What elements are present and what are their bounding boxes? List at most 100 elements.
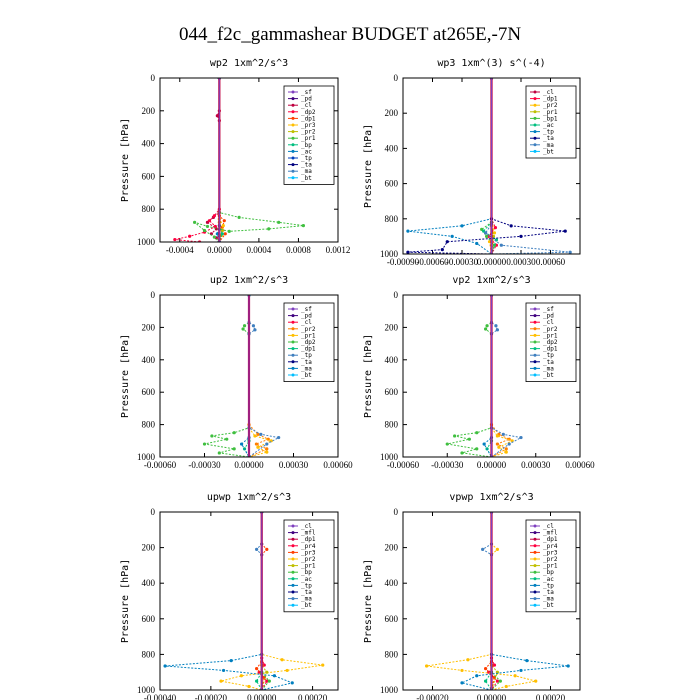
- data-point: [525, 659, 529, 663]
- legend-marker: [533, 314, 537, 318]
- legend-label: _ta: [301, 359, 312, 366]
- data-point: [406, 250, 410, 254]
- legend-label: _pr1: [301, 563, 316, 570]
- legend-marker: [533, 564, 537, 568]
- legend-marker: [533, 136, 537, 140]
- x-tick-label: -0.00030: [188, 460, 221, 470]
- series-line-tp: [165, 512, 294, 690]
- data-point: [265, 450, 269, 454]
- legend-label: _pr2: [301, 326, 316, 333]
- plot-frame: [159, 511, 339, 691]
- y-tick-label: 600: [142, 171, 156, 181]
- legend-box: [283, 85, 335, 185]
- data-point: [251, 324, 256, 328]
- data-point: [460, 451, 464, 455]
- data-point: [255, 547, 259, 551]
- legend-marker: [291, 557, 295, 561]
- data-point: [222, 219, 226, 223]
- subplot-6: vpwp 1xm^2/s^3 Pressure [hPa] 0 200 400 600 80…: [363, 492, 581, 700]
- data-point: [481, 547, 485, 551]
- legend-label: _ta: [301, 589, 312, 596]
- legend-marker: [291, 340, 295, 344]
- legend: _sf_pd_cl_dp2_dp1_pr3_pr2_pr1_bp_ac_tp_t…: [283, 85, 335, 185]
- data-point: [221, 224, 225, 228]
- data-point: [501, 432, 505, 436]
- legend-marker: [291, 163, 295, 167]
- y-tick-label: 0: [394, 507, 399, 517]
- x-tick-label: 0.00020: [298, 693, 328, 700]
- legend-label: _cl: [301, 523, 312, 530]
- data-point: [265, 442, 269, 446]
- data-point: [212, 235, 216, 239]
- subplot-2: wp3 1xm^(3) s^(-4) Pressure [hPa] 0 200 400 6…: [363, 58, 581, 267]
- data-point: [265, 679, 269, 683]
- legend-marker: [291, 136, 295, 140]
- data-point: [519, 668, 523, 673]
- series-group: [406, 78, 572, 254]
- data-point: [163, 664, 167, 668]
- y-tick-label: 200: [385, 543, 399, 553]
- legend-label: _pr1: [301, 135, 316, 142]
- legend-marker: [533, 130, 537, 134]
- y-tick-label: 1000: [137, 685, 156, 695]
- plot-frame: [402, 511, 581, 691]
- x-tick-label: -0.00090: [387, 257, 420, 267]
- legend-marker: [291, 550, 295, 554]
- data-point: [242, 324, 247, 328]
- plot-frame: [402, 294, 581, 458]
- legend-marker: [533, 557, 537, 561]
- legend-marker: [291, 333, 295, 337]
- data-point: [504, 684, 508, 689]
- series-line-tp: [407, 78, 492, 254]
- data-point: [207, 219, 212, 223]
- legend-marker: [533, 110, 537, 114]
- data-point: [509, 224, 513, 228]
- y-tick-label: 400: [385, 355, 399, 365]
- x-tick-label: 0.00000: [477, 693, 507, 700]
- y-tick-label: 200: [142, 106, 156, 116]
- legend-label: _pd: [301, 96, 312, 103]
- data-point: [495, 328, 499, 332]
- data-point: [253, 434, 257, 438]
- data-point: [212, 214, 216, 218]
- legend-label: _pr2: [301, 556, 316, 563]
- data-point: [519, 234, 523, 238]
- legend-marker: [533, 353, 537, 357]
- data-point: [259, 432, 263, 436]
- y-tick-label: 1000: [380, 249, 399, 259]
- legend-marker: [533, 320, 537, 324]
- x-tick-label: 0.0012: [326, 245, 351, 255]
- legend-label: _pr1: [543, 109, 558, 116]
- legend-label: _pr2: [543, 102, 558, 109]
- x-tick-label: -0.00040: [144, 693, 177, 700]
- data-point: [485, 324, 489, 328]
- data-point: [499, 243, 503, 247]
- data-point: [301, 224, 305, 228]
- legend-label: _ma: [543, 365, 554, 372]
- legend-label: _ma: [543, 142, 554, 149]
- legend: _sf_pd_cl_pr2_pr1_dp2_dp1_tp_ta_ma_bt: [283, 302, 335, 382]
- legend-label: _bt: [543, 602, 554, 609]
- y-tick-label: 800: [142, 204, 156, 214]
- legend-marker: [291, 110, 295, 114]
- legend-marker: [533, 603, 537, 607]
- legend-marker: [533, 116, 537, 120]
- series-line-ma: [240, 295, 250, 457]
- legend-marker: [533, 340, 537, 344]
- x-tick-label: -0.00020: [195, 693, 228, 700]
- data-point: [280, 658, 284, 662]
- legend-label: _mfl: [301, 530, 316, 537]
- y-tick-label: 600: [385, 614, 399, 624]
- x-tick-label: -0.00030: [446, 257, 479, 267]
- legend-marker: [291, 327, 295, 331]
- subplot-title: upwp 1xm^2/s^3: [207, 492, 291, 503]
- legend-label: _ta: [543, 135, 554, 142]
- series-line-tp: [491, 295, 523, 457]
- legend-label: _ac: [543, 122, 554, 129]
- data-point: [277, 435, 281, 440]
- legend-label: _dp2: [543, 339, 558, 346]
- legend-marker: [533, 550, 537, 554]
- x-tick-label: -0.0004: [166, 245, 194, 255]
- data-point: [202, 442, 207, 446]
- legend-label: _dp1: [543, 346, 558, 353]
